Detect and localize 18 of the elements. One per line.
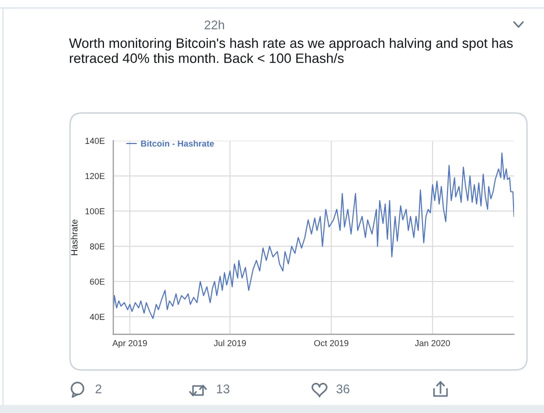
text: 36 — [336, 384, 350, 394]
chart-title: Worth monitoring Bitcoin's hash rate as we approach halving and spot has retraced 40% this month. Back < 100 Ehash/s — [69, 38, 513, 64]
x-tick-label: Oct 2019 — [314, 340, 348, 346]
y-tick-label: 80E — [90, 243, 105, 250]
x-tick-label: Jul 2019 — [214, 340, 246, 346]
legend-label: Bitcoin - Hashrate — [141, 140, 214, 147]
y-tick-label: 40E — [90, 314, 105, 320]
y-tick-label: 140E — [86, 138, 105, 144]
text: 22h — [204, 20, 224, 30]
y-tick-label: 120E — [86, 173, 105, 180]
line-series — [113, 152, 514, 319]
y-tick-label: 60E — [90, 278, 105, 285]
text: 13 — [216, 384, 230, 394]
x-tick-label: Jan 2020 — [414, 340, 450, 346]
y-axis-title: Hashrate — [70, 220, 78, 256]
y-tick-label: 100E — [86, 208, 105, 214]
text: 2 — [96, 384, 102, 394]
x-tick-label: Apr 2019 — [112, 340, 147, 348]
